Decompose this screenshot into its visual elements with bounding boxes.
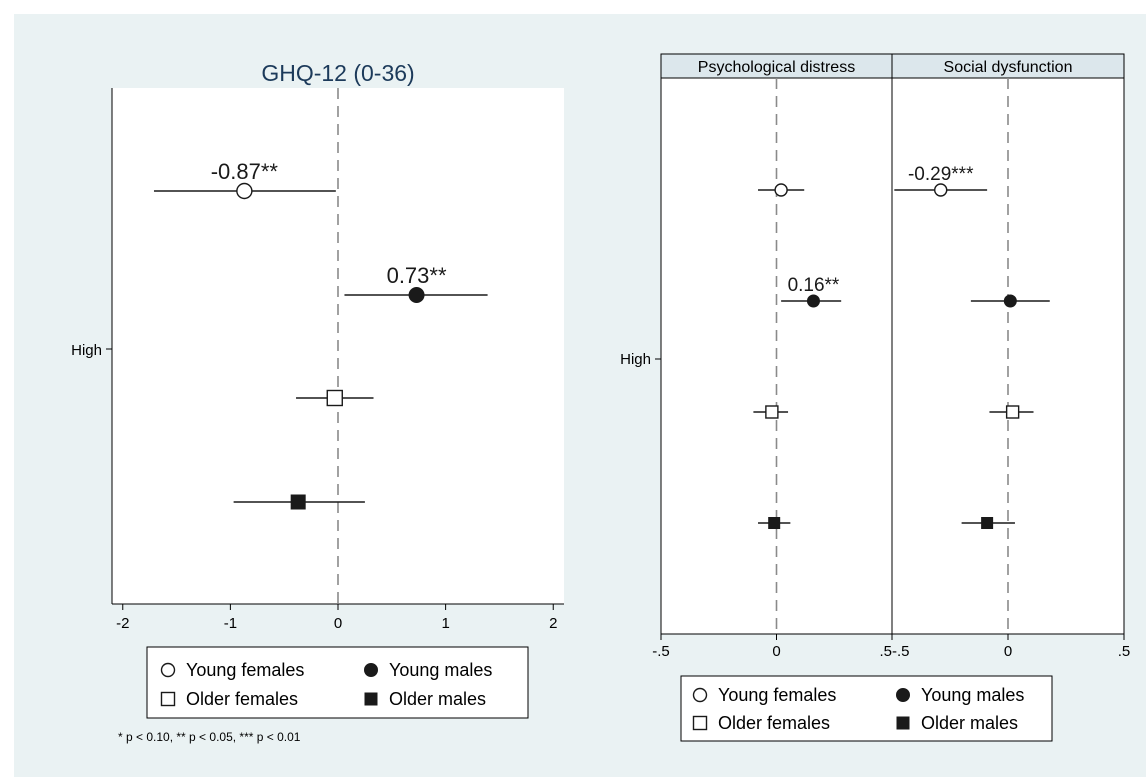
legend-marker-b <box>896 688 910 702</box>
data-label-c: -0.29*** <box>908 164 974 185</box>
legend-label-b: Young males <box>921 685 1024 705</box>
data-label-b: 0.16** <box>788 275 840 296</box>
point-marker-a <box>326 389 343 407</box>
legend-label-b: Older males <box>921 713 1018 733</box>
point-marker-a <box>408 287 425 303</box>
x-tick-label-a: 0 <box>334 615 342 632</box>
x-tick-label-b: .5 <box>879 643 892 660</box>
x-tick-label-a: 1 <box>441 615 449 632</box>
x-tick-label-c: 0 <box>1004 643 1012 660</box>
legend-box-b <box>680 675 1053 742</box>
y-tick-label-b: High <box>620 351 651 368</box>
x-tick-label-c: .5 <box>1118 643 1131 660</box>
legend-marker-a <box>364 663 378 677</box>
legend-marker-a <box>364 692 378 706</box>
legend-label-b: Young females <box>718 685 836 705</box>
x-tick-label-a: -2 <box>116 615 129 632</box>
point-marker-c <box>934 183 948 197</box>
legend-label-b: Older females <box>718 713 830 733</box>
legend-label-a: Young males <box>389 660 492 680</box>
point-marker-b <box>765 405 779 419</box>
x-tick-label-c: -.5 <box>892 643 910 660</box>
x-tick-label-b: 0 <box>772 643 780 660</box>
panel-title-c: Social dysfunction <box>944 59 1073 76</box>
point-marker-b <box>806 294 820 308</box>
footnote: * p < 0.10, ** p < 0.05, *** p < 0.01 <box>118 730 301 744</box>
legend-marker-b <box>692 687 708 703</box>
point-marker-b <box>768 517 781 529</box>
legend-marker-b <box>896 716 910 730</box>
legend-label-a: Older females <box>186 689 298 709</box>
figure: GHQ-12 (0-36) -2 -1 0 1 2 High -0.87** 0.73** Psy… <box>14 14 1146 777</box>
legend-marker-b <box>692 715 708 731</box>
panel-strip-c <box>891 53 1125 79</box>
point-marker-b <box>774 183 788 197</box>
chart-title: GHQ-12 (0-36) <box>261 60 414 86</box>
legend-label-a: Older males <box>389 689 486 709</box>
point-marker-c <box>981 517 994 529</box>
legend-marker-a <box>160 691 176 707</box>
chart-svg: GHQ-12 (0-36) -2 -1 0 1 2 High -0.87** 0.73** Psy… <box>71 53 1131 744</box>
legend-label-a: Young females <box>186 660 304 680</box>
point-marker-a <box>290 494 306 510</box>
y-tick-label-a: High <box>71 342 102 359</box>
panel-title-b: Psychological distress <box>698 59 855 76</box>
x-tick-label-a: -1 <box>224 615 237 632</box>
data-label-a: 0.73** <box>387 263 447 288</box>
x-tick-label-a: 2 <box>549 615 557 632</box>
point-marker-c <box>1003 294 1017 308</box>
point-marker-a <box>236 182 253 200</box>
x-tick-label-b: -.5 <box>652 643 670 660</box>
legend-marker-a <box>160 662 176 678</box>
data-label-a: -0.87** <box>211 159 279 184</box>
legend-box-a <box>146 646 529 719</box>
point-marker-c <box>1005 405 1020 419</box>
